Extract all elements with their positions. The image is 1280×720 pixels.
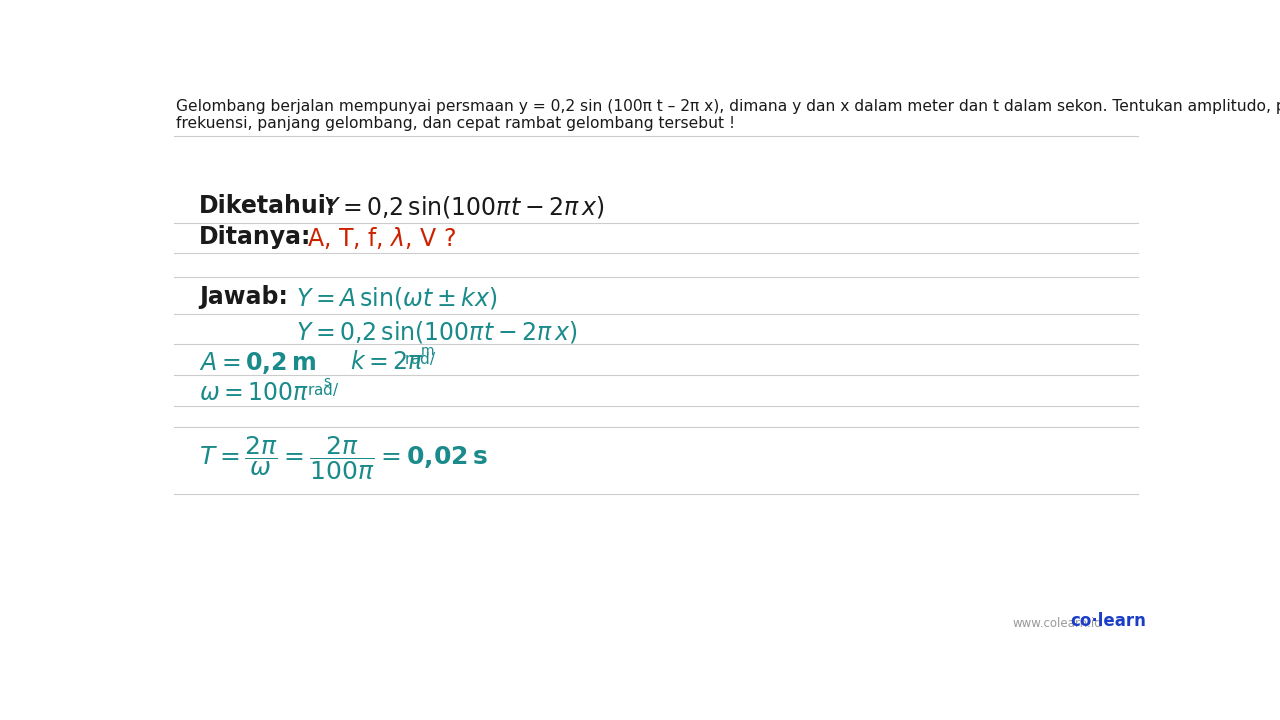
Text: Diketahui:: Diketahui:: [198, 194, 335, 218]
Text: www.colearn.id: www.colearn.id: [1012, 617, 1102, 630]
Text: A, T, f, $\lambda$, V ?: A, T, f, $\lambda$, V ?: [307, 225, 457, 251]
Text: $Y = 0{,}2\,\sin(100\pi t - 2\pi\, x)$: $Y = 0{,}2\,\sin(100\pi t - 2\pi\, x)$: [296, 319, 577, 345]
Text: Ditanya:: Ditanya:: [198, 225, 311, 249]
Text: $A = \mathbf{0{,}2\,m}$: $A = \mathbf{0{,}2\,m}$: [198, 350, 316, 376]
Text: co·learn: co·learn: [1070, 612, 1147, 630]
Text: Gelombang berjalan mempunyai persmaan y = 0,2 sin (100π t – 2π x), dimana y dan : Gelombang berjalan mempunyai persmaan y …: [175, 99, 1280, 114]
Text: frekuensi, panjang gelombang, dan cepat rambat gelombang tersebut !: frekuensi, panjang gelombang, dan cepat …: [175, 116, 735, 130]
Text: $\mathrm{rad/}$: $\mathrm{rad/}$: [404, 350, 436, 366]
Text: $Y = 0{,}2\,\sin(100\pi t - 2\pi\, x)$: $Y = 0{,}2\,\sin(100\pi t - 2\pi\, x)$: [323, 194, 604, 220]
Text: Jawab:: Jawab:: [198, 285, 288, 309]
Text: $\mathrm{rad/}$: $\mathrm{rad/}$: [307, 381, 339, 397]
Text: $\mathrm{m}$: $\mathrm{m}$: [420, 344, 434, 359]
Text: $k = 2\pi$: $k = 2\pi$: [349, 350, 424, 374]
Text: $Y = A\,\sin(\omega t \pm kx)$: $Y = A\,\sin(\omega t \pm kx)$: [296, 285, 497, 311]
Text: $\omega = 100\pi$: $\omega = 100\pi$: [198, 381, 310, 405]
Text: $T = \dfrac{2\pi}{\omega} = \dfrac{2\pi}{100\pi} = \mathbf{0{,}02\,s}$: $T = \dfrac{2\pi}{\omega} = \dfrac{2\pi}…: [198, 434, 488, 482]
Text: $\mathrm{s}$: $\mathrm{s}$: [323, 375, 332, 389]
